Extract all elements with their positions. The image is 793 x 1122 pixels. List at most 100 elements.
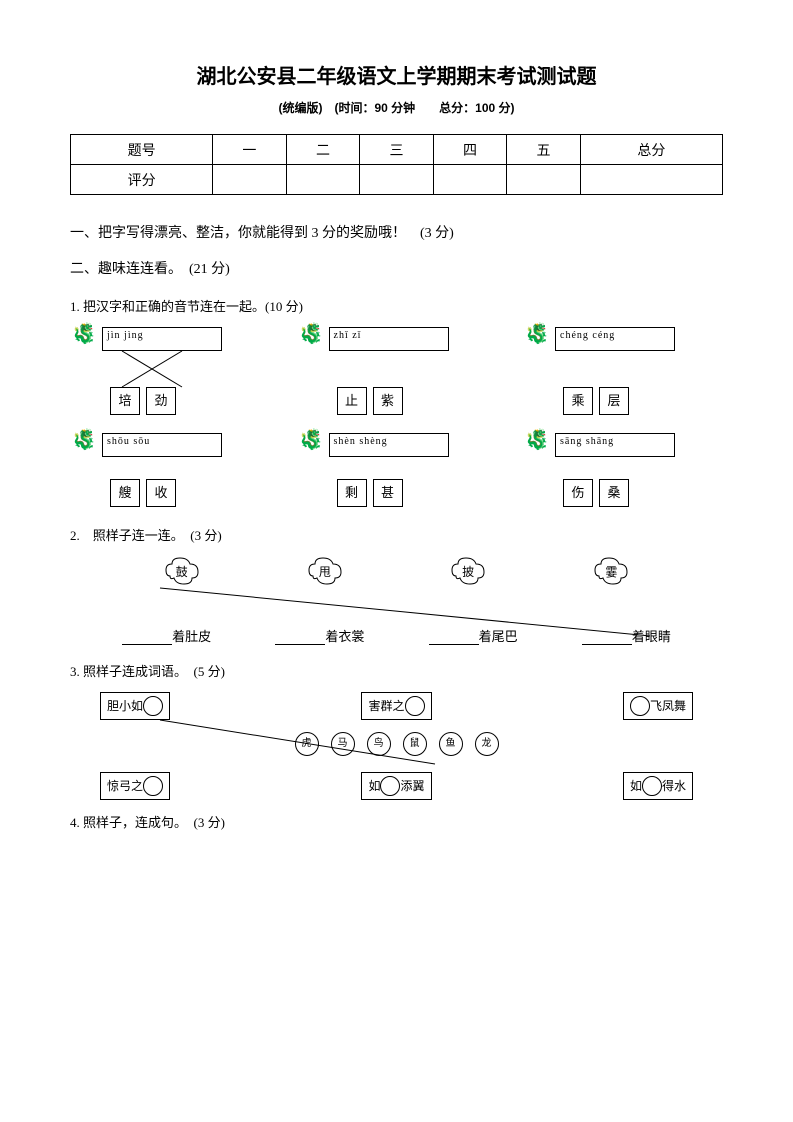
header-cell: 二 [286, 135, 360, 165]
table-row: 题号 一 二 三 四 五 总分 [71, 135, 723, 165]
char-box: 层 [599, 387, 629, 415]
char-row: 培 劲 止 紫 乘 层 [70, 387, 723, 415]
char-group: 伤 桑 [533, 479, 713, 507]
empty-cell [507, 165, 581, 195]
subsection-2-2: 2. 照样子连一连。 (3 分) [70, 525, 723, 544]
row-label: 评分 [71, 165, 213, 195]
blank-row: 着肚皮 着衣裳 着尾巴 着眼睛 [70, 626, 723, 645]
animal-circle: 鼠 [403, 732, 427, 756]
word-text: 添翼 [400, 777, 424, 794]
word-text: 如 [630, 777, 642, 794]
dragon-icon: 🐉 [299, 321, 324, 346]
pinyin-box: zhǐ zǐ [329, 327, 449, 351]
word-box: 如 添翼 [361, 772, 431, 800]
circle-icon [380, 776, 400, 796]
pinyin-group: 🐉 chéng céng [533, 327, 713, 351]
blank-item: 着眼睛 [582, 626, 671, 645]
dragon-icon: 🐉 [299, 427, 324, 452]
cloud-shape: 甩 [305, 556, 345, 588]
char-group: 剩 甚 [307, 479, 487, 507]
char-group: 艘 收 [80, 479, 260, 507]
char-group: 止 紫 [307, 387, 487, 415]
pinyin-group: 🐉 shōu sōu [80, 433, 260, 457]
word-box: 胆小如 [100, 692, 170, 720]
animal-row: 虎 马 鸟 鼠 鱼 龙 [70, 732, 723, 756]
pinyin-box: shōu sōu [102, 433, 222, 457]
word-box: 惊弓之 [100, 772, 170, 800]
table-row: 评分 [71, 165, 723, 195]
blank-item: 着衣裳 [275, 626, 364, 645]
pinyin-box: shèn shèng [329, 433, 449, 457]
subsection-2-1: 1. 把汉字和正确的音节连在一起。(10 分) [70, 296, 723, 315]
char-group: 乘 层 [533, 387, 713, 415]
empty-cell [213, 165, 287, 195]
empty-cell [360, 165, 434, 195]
subsection-2-4: 4. 照样子，连成句。 (3 分) [70, 812, 723, 831]
char-box: 止 [337, 387, 367, 415]
word-text: 害群之 [368, 697, 404, 714]
char-box: 培 [110, 387, 140, 415]
animal-circle: 虎 [295, 732, 319, 756]
char-box: 劲 [146, 387, 176, 415]
animal-circle: 马 [331, 732, 355, 756]
blank-line [582, 631, 632, 645]
blank-item: 着肚皮 [122, 626, 211, 645]
pinyin-box: jìn jìng [102, 327, 222, 351]
char-group: 培 劲 [80, 387, 260, 415]
dragon-icon: 🐉 [72, 321, 97, 346]
word-text: 飞凤舞 [650, 697, 686, 714]
dragon-icon: 🐉 [72, 427, 97, 452]
word-text: 得水 [662, 777, 686, 794]
empty-cell [286, 165, 360, 195]
word-box: 飞凤舞 [623, 692, 693, 720]
circle-icon [630, 696, 650, 716]
header-cell: 一 [213, 135, 287, 165]
pinyin-group: 🐉 zhǐ zǐ [307, 327, 487, 351]
char-box: 艘 [110, 479, 140, 507]
cloud-shape: 披 [448, 556, 488, 588]
pinyin-row: 🐉 jìn jìng 🐉 zhǐ zǐ 🐉 chéng céng [70, 327, 723, 351]
cloud-shape: 霎 [591, 556, 631, 588]
word-box: 害群之 [361, 692, 431, 720]
blank-line [429, 631, 479, 645]
dragon-icon: 🐉 [525, 427, 550, 452]
phrase-text: 着衣裳 [325, 629, 364, 644]
blank-item: 着尾巴 [429, 626, 518, 645]
page-title: 湖北公安县二年级语文上学期期末考试测试题 [70, 60, 723, 89]
empty-cell [580, 165, 722, 195]
cloud-row: 鼓 甩 披 霎 [70, 556, 723, 588]
pinyin-box: chéng céng [555, 327, 675, 351]
animal-circle: 鱼 [439, 732, 463, 756]
circle-icon [405, 696, 425, 716]
animal-circle: 鸟 [367, 732, 391, 756]
header-cell: 三 [360, 135, 434, 165]
header-cell: 五 [507, 135, 581, 165]
circle-icon [143, 776, 163, 796]
cloud-char: 披 [462, 565, 474, 579]
cloud-shape: 鼓 [162, 556, 202, 588]
char-box: 伤 [563, 479, 593, 507]
phrase-text: 着肚皮 [172, 629, 211, 644]
circle-icon [642, 776, 662, 796]
word-text: 胆小如 [107, 697, 143, 714]
cloud-char: 甩 [319, 565, 331, 579]
pinyin-group: 🐉 jìn jìng [80, 327, 260, 351]
dragon-icon: 🐉 [525, 321, 550, 346]
char-box: 紫 [373, 387, 403, 415]
blank-line [275, 631, 325, 645]
char-box: 甚 [373, 479, 403, 507]
pinyin-group: 🐉 sāng shāng [533, 433, 713, 457]
phrase-text: 着尾巴 [479, 629, 518, 644]
char-box: 桑 [599, 479, 629, 507]
char-box: 收 [146, 479, 176, 507]
word-text: 惊弓之 [107, 777, 143, 794]
header-cell: 总分 [580, 135, 722, 165]
page-subtitle: (统编版) (时间：90 分钟 总分：100 分) [70, 99, 723, 116]
header-cell: 题号 [71, 135, 213, 165]
char-box: 乘 [563, 387, 593, 415]
empty-cell [433, 165, 507, 195]
pinyin-box: sāng shāng [555, 433, 675, 457]
char-row: 艘 收 剩 甚 伤 桑 [70, 479, 723, 507]
subsection-2-3: 3. 照样子连成词语。 (5 分) [70, 661, 723, 680]
blank-line [122, 631, 172, 645]
